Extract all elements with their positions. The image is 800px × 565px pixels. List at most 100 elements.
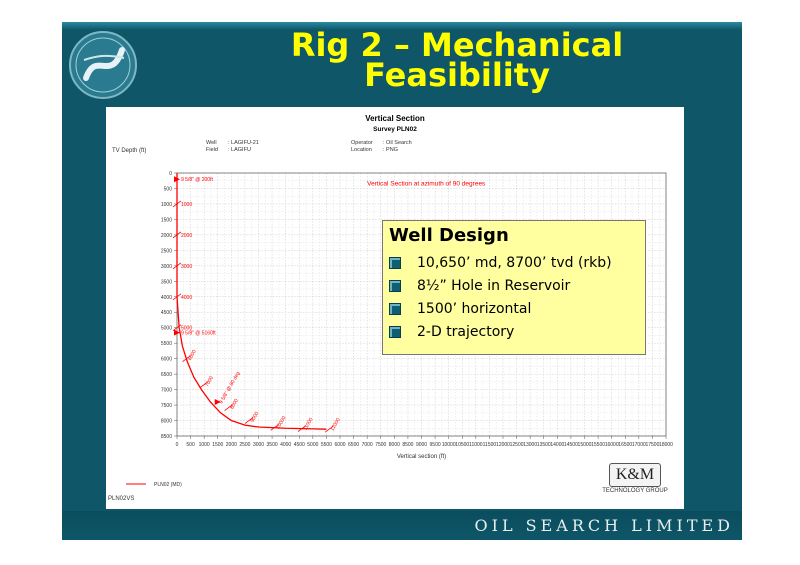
x-tick-label: 4000 (280, 442, 291, 448)
y-tick-label: 4500 (161, 310, 172, 316)
x-tick-label: 17000 (632, 442, 646, 448)
x-tick-label: 0 (176, 442, 179, 448)
x-tick-label: 6500 (348, 442, 359, 448)
azimuth-annotation: Vertical Section at azimuth of 90 degree… (367, 180, 486, 187)
legend-label: PLN02 (MD) (154, 482, 182, 488)
md-marker-tick (172, 231, 182, 239)
x-tick-label: 7000 (362, 442, 373, 448)
md-marker-tick (172, 200, 182, 208)
y-tick-label: 4000 (161, 295, 172, 301)
km-technology-logo: K&M TECHNOLOGY GROUP (599, 463, 671, 497)
md-marker-tick (244, 417, 254, 424)
well-design-item-text: 2-D trajectory (417, 324, 515, 340)
x-tick-label: 13500 (537, 442, 551, 448)
y-tick-label: 7500 (161, 403, 172, 409)
y-tick-label: 3000 (161, 264, 172, 270)
md-marker-label: 12000 (330, 417, 342, 432)
x-tick-label: 16000 (605, 442, 619, 448)
x-tick-label: 3500 (267, 442, 278, 448)
x-tick-label: 16500 (618, 442, 632, 448)
x-tick-label: 12500 (510, 442, 524, 448)
casing-point-label: 9 5/8" @ 80 deg (218, 371, 241, 405)
x-tick-label: 9000 (416, 442, 427, 448)
bullet-icon (389, 303, 401, 315)
y-tick-label: 8000 (161, 419, 172, 425)
y-tick-label: 6000 (161, 357, 172, 363)
header-field-label: Field (206, 147, 218, 153)
md-marker-label: 7000 (204, 375, 215, 388)
y-tick-label: 0 (169, 171, 172, 177)
x-tick-label: 6000 (334, 442, 345, 448)
x-tick-label: 10000 (442, 442, 456, 448)
y-tick-label: 7000 (161, 388, 172, 394)
md-marker-tick (270, 424, 280, 431)
md-marker-label: 2000 (181, 233, 192, 239)
header-location-value: : PNG (383, 147, 398, 153)
x-tick-label: 13000 (523, 442, 537, 448)
header-location-label: Location (351, 147, 372, 153)
y-tick-label: 3500 (161, 279, 172, 285)
y-tick-label: 8500 (161, 434, 172, 440)
x-tick-label: 1000 (199, 442, 210, 448)
x-axis-label: Vertical section (ft) (397, 454, 446, 460)
x-tick-label: 18000 (659, 442, 673, 448)
y-tick-label: 5000 (161, 326, 172, 332)
x-tick-label: 10500 (455, 442, 469, 448)
md-marker-tick (224, 404, 233, 411)
x-tick-label: 11500 (483, 442, 497, 448)
slide-title: Rig 2 – Mechanical Feasibility (272, 29, 642, 94)
md-marker-label: 6000 (187, 349, 198, 362)
header-well-label: Well (206, 140, 217, 146)
well-design-item: 1500’ horizontal (389, 299, 531, 319)
casing-point-label: 9 5/8" @ 200ft (181, 177, 213, 183)
x-tick-label: 500 (186, 442, 195, 448)
y-axis-label: TV Depth (ft) (112, 148, 146, 154)
header-operator-label: Operator (351, 140, 373, 146)
chart-subtitle: Survey PLN02 (373, 126, 417, 133)
x-tick-label: 11000 (469, 442, 483, 448)
header-field-value: : LAGIFU (228, 147, 251, 153)
x-tick-label: 15500 (591, 442, 605, 448)
md-marker-label: 8000 (229, 398, 240, 411)
slide-footer: OIL SEARCH LIMITED (62, 511, 742, 540)
md-marker-label: 3000 (181, 264, 192, 270)
x-tick-label: 2500 (239, 442, 250, 448)
well-design-item: 8½” Hole in Reservoir (389, 276, 570, 296)
casing-point-label: 9 5/8" @ 5160ft (181, 331, 216, 337)
md-marker-tick (297, 425, 307, 432)
x-tick-label: 9500 (430, 442, 441, 448)
well-design-item-text: 1500’ horizontal (417, 301, 532, 317)
y-tick-label: 1500 (161, 217, 172, 223)
x-tick-label: 3000 (253, 442, 264, 448)
y-tick-label: 1000 (161, 202, 172, 208)
bullet-icon (389, 257, 401, 269)
chart-title: Vertical Section (365, 114, 425, 123)
md-marker-tick (172, 262, 182, 270)
header-operator-value: : Oil Search (383, 140, 412, 146)
y-tick-label: 2500 (161, 248, 172, 254)
md-marker-label: 1000 (181, 202, 192, 208)
km-logo-subtext: TECHNOLOGY GROUP (602, 488, 668, 494)
well-design-item-text: 8½” Hole in Reservoir (417, 278, 571, 294)
slide: Rig 2 – Mechanical Feasibility Vertical … (62, 22, 742, 540)
bullet-icon (389, 326, 401, 338)
well-design-box: Well Design 10,650’ md, 8700’ tvd (rkb) … (382, 220, 646, 355)
chart-panel: Vertical Section Survey PLN02 Well : LAGIFU… (106, 107, 684, 509)
x-tick-label: 7500 (375, 442, 386, 448)
x-tick-label: 2000 (226, 442, 237, 448)
x-tick-label: 5000 (307, 442, 318, 448)
x-tick-label: 17500 (645, 442, 659, 448)
md-marker-label: 4000 (181, 295, 192, 301)
md-marker-tick (172, 293, 182, 301)
slide-top-bar (62, 22, 742, 30)
md-marker-tick (324, 425, 334, 433)
x-tick-label: 4500 (294, 442, 305, 448)
x-tick-label: 5500 (321, 442, 332, 448)
well-design-item: 2-D trajectory (389, 322, 514, 342)
casing-point-marker (174, 329, 180, 336)
y-tick-label: 6500 (161, 372, 172, 378)
bullet-icon (389, 280, 401, 292)
slide-title-line2: Feasibility (364, 56, 550, 94)
header-well-value: : LAGIFU-21 (228, 140, 259, 146)
well-design-title: Well Design (389, 225, 509, 246)
